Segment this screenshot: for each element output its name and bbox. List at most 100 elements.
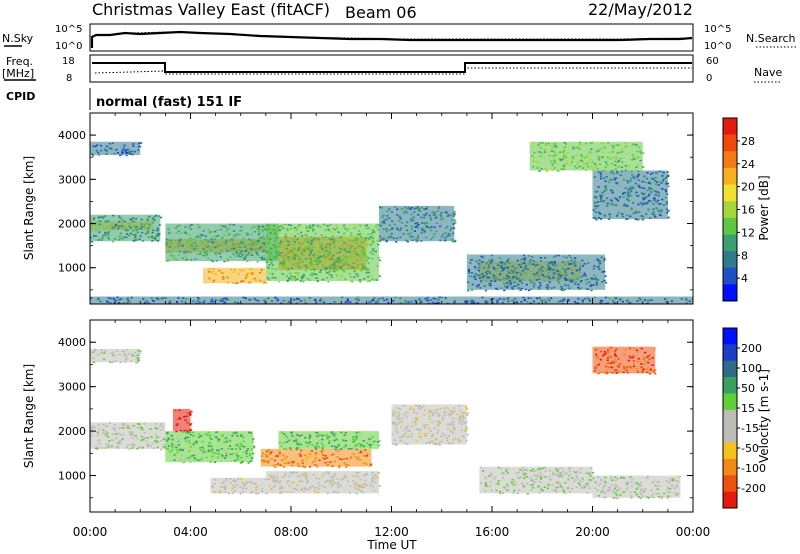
velocity-cell xyxy=(671,478,674,480)
power-cell xyxy=(410,300,413,303)
power-cell xyxy=(282,224,285,226)
velocity-cell xyxy=(215,431,218,434)
power-cell xyxy=(366,245,369,248)
power-cell xyxy=(307,229,310,232)
power-cell xyxy=(250,233,253,236)
power-cell xyxy=(609,171,613,174)
power-cell xyxy=(294,279,297,282)
power-cell xyxy=(353,252,356,255)
power-cell xyxy=(604,185,607,187)
velocity-cell xyxy=(302,490,306,492)
velocity-cell xyxy=(304,488,308,491)
velocity-cell xyxy=(522,472,526,474)
power-cell xyxy=(589,284,593,286)
power-cell xyxy=(278,280,281,283)
velocity-cell xyxy=(365,463,368,465)
power-cell xyxy=(554,154,557,157)
power-cell xyxy=(564,152,567,155)
power-cell xyxy=(156,297,159,300)
power-cell xyxy=(483,285,486,287)
power-cell xyxy=(237,253,241,255)
power-cell xyxy=(470,272,474,274)
velocity-cell xyxy=(678,475,681,478)
power-cell xyxy=(351,280,354,283)
velocity-cell xyxy=(348,492,351,494)
power-cell xyxy=(172,257,175,259)
velocity-cell xyxy=(285,455,289,458)
power-cell xyxy=(488,272,491,274)
velocity-cell xyxy=(326,492,329,495)
power-cell xyxy=(268,229,271,232)
velocity-cell xyxy=(296,442,299,444)
power-cell xyxy=(208,231,211,233)
power-cell xyxy=(567,284,570,287)
velocity-cell xyxy=(201,446,204,449)
power-cell xyxy=(262,257,265,260)
power-cell xyxy=(612,172,615,175)
power-cell xyxy=(398,215,401,218)
velocity-cell xyxy=(499,491,502,493)
power-cell xyxy=(201,247,204,250)
power-cell xyxy=(346,298,349,300)
velocity-cell xyxy=(123,353,126,355)
velocity-cell xyxy=(111,433,114,435)
velocity-cell xyxy=(619,477,623,479)
velocity-cell xyxy=(301,473,304,475)
velocity-colorbar-segment xyxy=(723,377,737,394)
power-cell xyxy=(606,301,609,304)
velocity-cell xyxy=(551,484,554,486)
power-cell xyxy=(433,226,436,229)
power-cell xyxy=(596,201,600,203)
power-colorbar-segment xyxy=(723,234,737,252)
velocity-cell xyxy=(136,354,139,357)
power-cell xyxy=(146,232,149,234)
power-cell xyxy=(299,266,302,268)
velocity-cell xyxy=(173,444,176,447)
power-cell xyxy=(153,219,156,221)
power-cell xyxy=(99,300,102,303)
velocity-cell xyxy=(130,360,133,363)
power-cell xyxy=(627,196,630,198)
power-cell xyxy=(212,281,215,283)
power-cell xyxy=(260,236,263,239)
power-cell xyxy=(139,145,142,148)
power-cell xyxy=(100,149,103,152)
velocity-band xyxy=(260,448,373,469)
velocity-cell xyxy=(403,413,406,416)
velocity-cell xyxy=(125,358,128,361)
power-cell xyxy=(96,298,100,300)
velocity-cell xyxy=(137,359,140,362)
power-cell xyxy=(151,299,155,302)
velocity-cell xyxy=(552,471,555,473)
power-cell xyxy=(147,227,150,229)
power-cell xyxy=(221,243,224,246)
power-cell xyxy=(544,257,547,259)
velocity-cell xyxy=(604,353,607,355)
power-cell xyxy=(302,280,305,283)
power-cell xyxy=(571,280,574,282)
power-cell xyxy=(454,221,457,224)
velocity-cell xyxy=(171,444,174,446)
velocity-cell xyxy=(431,439,434,442)
power-cell xyxy=(573,165,577,168)
power-cell xyxy=(523,259,527,261)
power-cell xyxy=(600,196,603,199)
velocity-cell xyxy=(435,443,439,446)
power-cell xyxy=(447,233,450,235)
power-cell xyxy=(336,258,339,260)
power-cell xyxy=(611,202,614,205)
power-cell xyxy=(481,272,484,275)
power-cell xyxy=(518,280,521,282)
power-cell xyxy=(252,240,255,243)
velocity-cell xyxy=(640,347,643,350)
velocity-cell xyxy=(447,435,450,437)
velocity-cell xyxy=(417,429,421,432)
velocity-cell xyxy=(512,492,515,494)
velocity-cell xyxy=(214,436,218,438)
power-cell xyxy=(132,145,135,147)
velocity-cell xyxy=(284,462,287,464)
power-cell xyxy=(306,247,309,249)
power-cell xyxy=(293,275,296,278)
velocity-cell xyxy=(272,475,275,477)
velocity-cell xyxy=(628,355,631,357)
